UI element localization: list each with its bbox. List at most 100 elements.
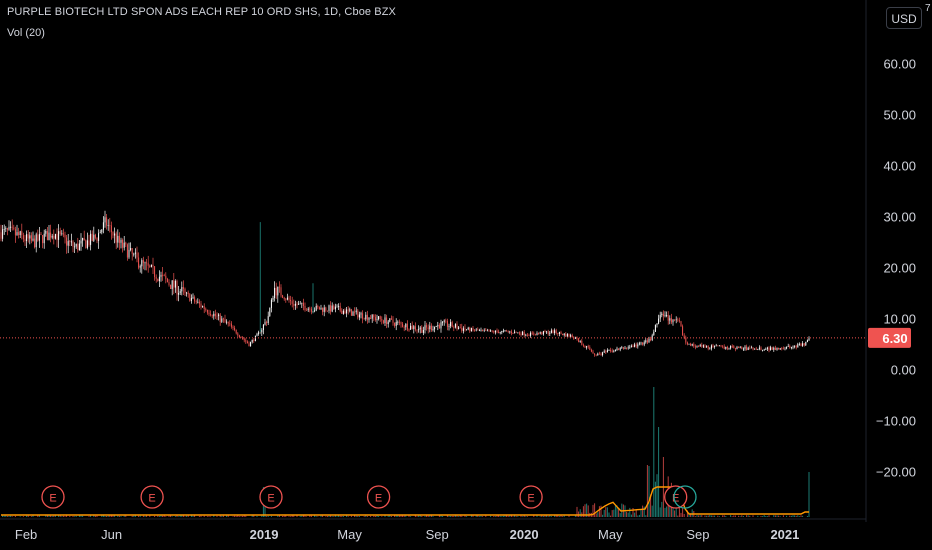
- candle-body: [74, 246, 76, 248]
- candle-body: [150, 264, 152, 267]
- volume-bar: [742, 516, 744, 517]
- candle-body: [18, 232, 20, 235]
- volume-bar: [45, 515, 47, 517]
- candle-body: [469, 327, 471, 332]
- candle-body: [53, 235, 55, 239]
- earnings-marker-label: E: [672, 493, 679, 505]
- volume-bar: [757, 515, 759, 517]
- candle-body: [744, 346, 746, 349]
- volume-bar: [501, 516, 503, 517]
- earnings-marker[interactable]: E: [664, 485, 688, 509]
- candle-body: [755, 348, 757, 350]
- candle-body: [570, 335, 572, 337]
- volume-bar: [408, 515, 410, 517]
- candle-body: [694, 346, 696, 348]
- candle-body: [200, 303, 202, 307]
- candle-body: [347, 309, 349, 311]
- candle-body: [510, 331, 512, 334]
- volume-bar: [213, 515, 215, 517]
- symbol-title[interactable]: PURPLE BIOTECH LTD SPON ADS EACH REP 10 …: [7, 6, 396, 18]
- volume-bar: [139, 515, 141, 517]
- volume-bar: [421, 516, 423, 517]
- earnings-marker[interactable]: E: [259, 485, 283, 509]
- candle-body: [205, 309, 207, 310]
- volume-bar: [27, 515, 29, 517]
- volume-bar: [464, 515, 466, 517]
- candle-body: [147, 263, 149, 266]
- candle-body: [490, 330, 492, 332]
- candle-body: [474, 329, 476, 331]
- candle-body: [251, 340, 253, 343]
- volume-bar: [253, 515, 255, 517]
- candle-body: [230, 323, 232, 327]
- candle-body: [798, 343, 800, 345]
- volume-bar: [232, 516, 234, 517]
- candle-body: [464, 328, 466, 330]
- currency-button[interactable]: USD: [886, 7, 922, 29]
- candle-body: [410, 325, 412, 330]
- candle-body: [778, 347, 780, 350]
- candle-body: [61, 233, 63, 235]
- volume-indicator-label[interactable]: Vol (20): [7, 27, 45, 39]
- candle-body: [216, 315, 218, 317]
- candle-body: [363, 318, 365, 320]
- dividend-marker[interactable]: [673, 485, 697, 509]
- candle-body: [659, 315, 661, 319]
- candle-body: [262, 324, 264, 330]
- volume-bar: [752, 515, 754, 517]
- candle-body: [552, 330, 554, 334]
- volume-bar: [165, 516, 167, 517]
- candle-body: [331, 305, 333, 312]
- volume-bar: [170, 515, 172, 517]
- volume-bar: [782, 515, 784, 517]
- candle-body: [627, 347, 629, 349]
- volume-bar: [656, 474, 658, 517]
- price-tick-label: −10.00: [876, 414, 916, 429]
- volume-bar: [219, 515, 221, 517]
- candle-body: [38, 234, 40, 241]
- volume-bar: [600, 505, 602, 517]
- volume-bar: [762, 516, 764, 517]
- volume-bar: [238, 516, 240, 517]
- volume-bar: [66, 515, 68, 517]
- candle-body: [450, 322, 452, 327]
- candle-body: [555, 330, 557, 334]
- candle-body: [714, 346, 716, 347]
- volume-bar: [632, 508, 634, 517]
- candle-body: [226, 321, 228, 323]
- volume-bar: [142, 515, 144, 517]
- volume-bar: [797, 515, 799, 517]
- volume-bar: [419, 515, 421, 517]
- volume-bar: [506, 515, 508, 517]
- earnings-marker[interactable]: E: [519, 485, 543, 509]
- candle-body: [373, 314, 375, 318]
- candle-body: [30, 235, 32, 241]
- volume-bar: [786, 515, 788, 517]
- candle-body: [486, 330, 488, 332]
- volume-bar: [546, 515, 548, 517]
- candle-body: [539, 332, 541, 334]
- candle-body: [445, 320, 447, 322]
- earnings-marker[interactable]: E: [366, 485, 391, 509]
- candle-body: [315, 306, 317, 311]
- earnings-marker[interactable]: E: [140, 485, 164, 509]
- volume-bar: [472, 515, 474, 517]
- volume-bar: [270, 515, 272, 517]
- candle-body: [622, 347, 624, 349]
- volume-bar: [256, 516, 258, 517]
- volume-bar: [283, 515, 285, 517]
- candle-body: [5, 228, 7, 229]
- candle-body: [760, 347, 762, 351]
- price-tick-label: 10.00: [883, 312, 916, 327]
- volume-bar: [427, 515, 429, 517]
- candle-body: [190, 298, 192, 301]
- candle-body: [91, 233, 93, 241]
- candle-body: [352, 311, 354, 316]
- earnings-marker[interactable]: E: [41, 485, 65, 509]
- candle-body: [296, 303, 298, 305]
- candle-body: [602, 352, 604, 356]
- candle-body: [29, 235, 31, 239]
- candle-body: [685, 337, 687, 343]
- candle-body: [621, 347, 623, 349]
